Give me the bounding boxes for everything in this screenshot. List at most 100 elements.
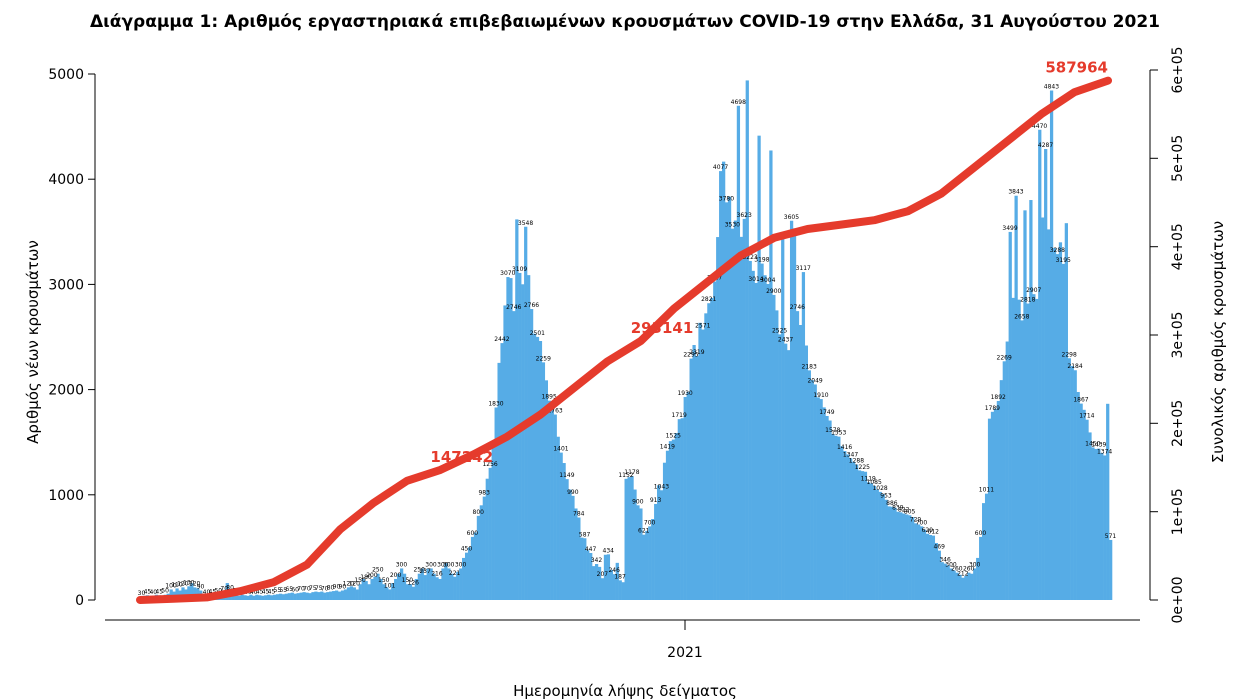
bar (258, 595, 262, 600)
bar (512, 311, 516, 600)
bar-value-label: 300 (969, 561, 981, 568)
bar (1047, 229, 1051, 600)
bar (692, 345, 696, 600)
bar-value-label: 300 (455, 561, 467, 568)
bar (1061, 263, 1066, 600)
bar (269, 595, 274, 600)
bar (267, 594, 271, 600)
bar (1026, 303, 1030, 600)
bar (719, 171, 723, 600)
bar (234, 594, 238, 600)
bar-value-label: 4077 (713, 164, 728, 171)
bar (1038, 129, 1042, 600)
bar (541, 362, 546, 600)
bar-value-label: 700 (916, 519, 928, 526)
bar (982, 503, 986, 600)
bar (636, 505, 640, 600)
bar (1106, 403, 1110, 600)
bar-value-label: 3530 (725, 222, 740, 229)
bar (612, 574, 616, 600)
bar (373, 576, 377, 600)
bar-value-label: 3843 (1008, 189, 1023, 196)
bar-value-label: 822 (898, 507, 910, 514)
bar (399, 568, 404, 600)
bar (379, 578, 383, 600)
right-tick-label: 3e+05 (1170, 311, 1186, 358)
right-tick-label: 0e+00 (1170, 576, 1186, 623)
bar (1008, 231, 1012, 600)
bar (961, 577, 965, 600)
bar (405, 584, 410, 600)
bar (742, 218, 746, 601)
bar-value-label: 90 (333, 584, 341, 591)
bar-value-label: 450 (461, 546, 473, 553)
bar (562, 463, 566, 600)
bar (775, 310, 779, 600)
bar-value-label: 2746 (790, 304, 805, 311)
bar (683, 396, 687, 600)
bar-value-label: 90 (197, 584, 205, 591)
bar (417, 573, 421, 600)
bar (503, 305, 507, 600)
bar-value-label: 2442 (494, 336, 509, 343)
bar (358, 584, 362, 600)
bar-value-label: 126 (408, 580, 420, 587)
bar-value-label: 70 (303, 586, 311, 593)
bar (302, 592, 306, 600)
bar (334, 590, 339, 600)
left-tick-label: 3000 (48, 277, 84, 293)
left-tick-label: 4000 (48, 172, 84, 188)
bar-value-label: 45 (209, 588, 217, 595)
bar-value-label: 120 (343, 580, 355, 587)
bar (385, 587, 389, 600)
bar (470, 536, 475, 600)
bar (964, 575, 968, 600)
bar (364, 581, 368, 600)
bar (589, 552, 593, 600)
bar-value-label: 2571 (695, 323, 710, 330)
bar-value-label: 1867 (1073, 397, 1088, 404)
bar (846, 454, 850, 600)
bar (733, 220, 738, 601)
bar-value-label: 571 (1105, 533, 1117, 540)
bar (1109, 539, 1113, 600)
bar-value-label: 1892 (991, 394, 1006, 401)
bar (769, 150, 773, 601)
bar (689, 358, 693, 600)
bar-value-label: 3195 (1056, 257, 1071, 264)
left-tick-label: 2000 (48, 383, 84, 399)
bar-value-label: 2049 (807, 377, 822, 384)
bar (934, 542, 938, 600)
bar-value-label: 300 (425, 561, 437, 568)
bar-value-label: 3288 (1050, 247, 1065, 254)
bar (828, 420, 832, 600)
bar-value-label: 187 (614, 573, 626, 580)
bar (592, 566, 596, 600)
left-tick-label: 1000 (48, 488, 84, 504)
bar (979, 536, 983, 600)
bar-value-label: 342 (591, 557, 603, 564)
bar (435, 577, 439, 600)
bar-value-label: 2525 (772, 327, 787, 334)
bar-value-label: 3109 (512, 266, 527, 273)
bar-value-label: 1178 (624, 469, 639, 476)
bar (990, 411, 995, 600)
bar-value-label: 300 (437, 561, 449, 568)
bar (494, 407, 498, 600)
bar (1103, 455, 1107, 600)
bar-value-label: 612 (928, 529, 940, 536)
bar-value-label: 250 (413, 567, 425, 574)
bar (370, 578, 374, 600)
bar-value-label: 180 (360, 574, 372, 581)
bar-value-label: 237 (419, 568, 431, 575)
bar (686, 391, 690, 600)
bar (642, 534, 646, 600)
bar (834, 435, 838, 600)
bar (639, 508, 643, 600)
bar-value-label: 216 (431, 570, 443, 577)
bar (476, 515, 481, 600)
bar-value-label: 1152 (618, 472, 633, 479)
bar (925, 533, 930, 600)
bar-value-label: 2746 (506, 304, 521, 311)
bar-value-label: 1419 (660, 444, 675, 451)
